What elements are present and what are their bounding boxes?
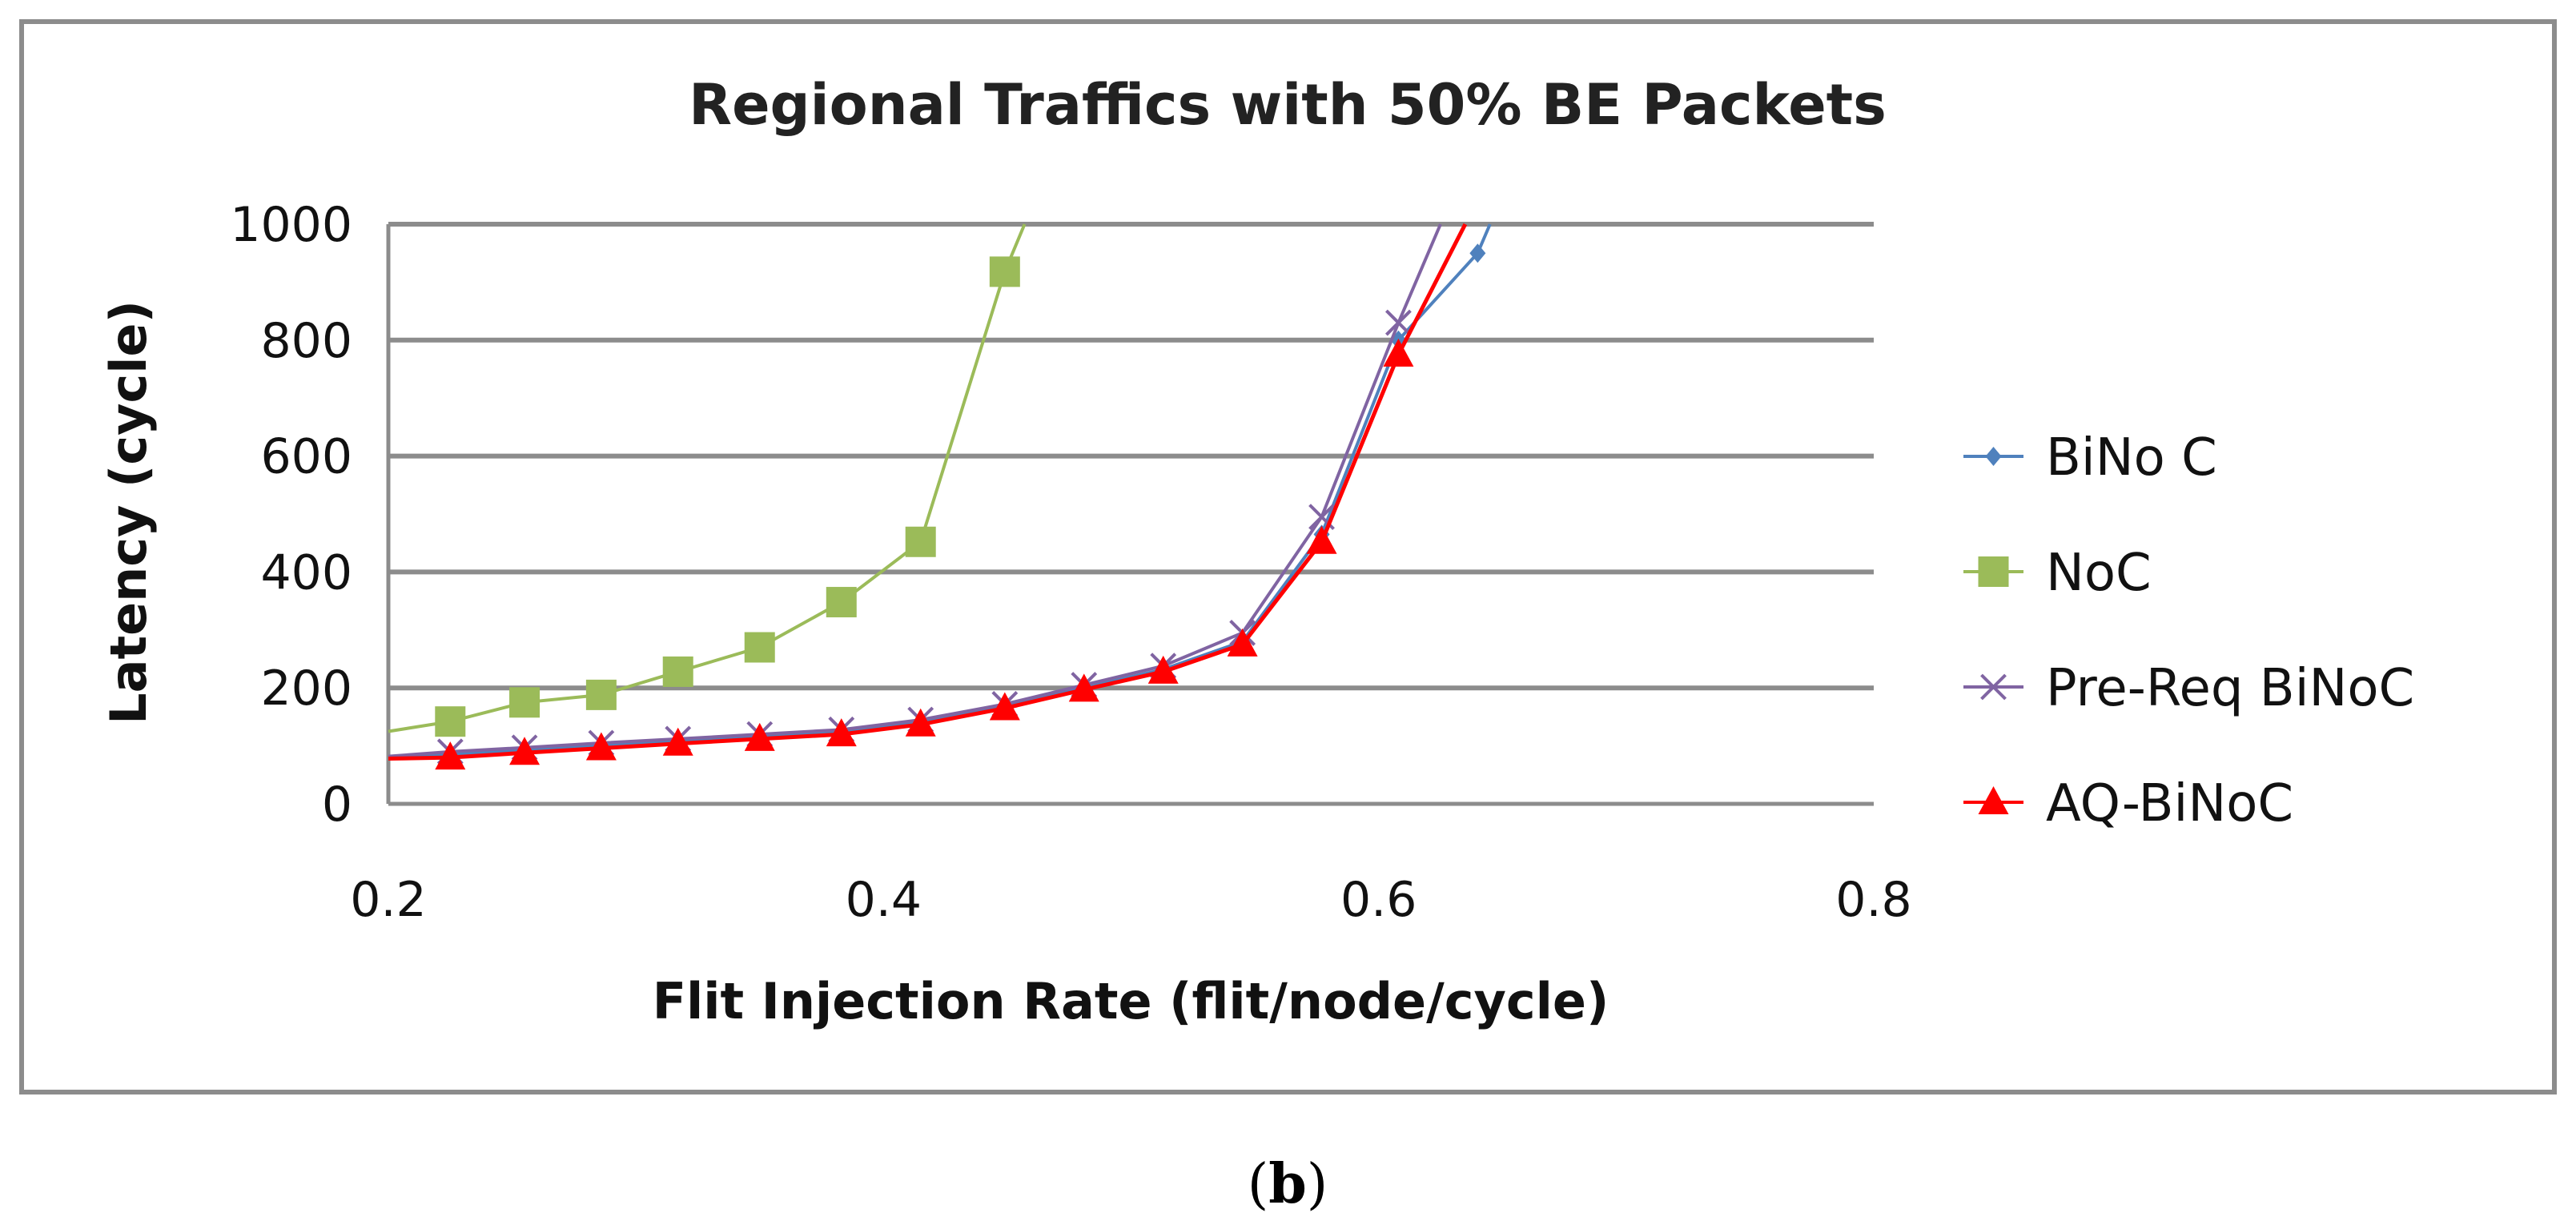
legend: BiNo C NoC Pre-Req BiNoC AQ-BiNoC	[1963, 428, 2414, 833]
series-1-point-4	[662, 656, 693, 687]
series-1-point-5	[744, 632, 775, 663]
legend-label-3: AQ-BiNoC	[2046, 774, 2293, 833]
chart-frame	[19, 19, 2557, 1094]
series-1-point-8	[989, 256, 1020, 287]
series-3-point-7	[905, 708, 936, 737]
legend-label-1: NoC	[2046, 544, 2152, 603]
legend-label-0: BiNo C	[2046, 428, 2217, 488]
legend-marker-2-stroke-b	[1980, 673, 2007, 701]
series-1-point-7	[905, 526, 936, 557]
x-tick-labels: 0.2 0.4 0.6 0.8	[350, 872, 1911, 928]
series-3-point-2	[509, 737, 541, 765]
series-3-point-3	[585, 732, 617, 761]
legend-item-3: AQ-BiNoC	[1963, 774, 2293, 833]
legend-marker-2	[1980, 673, 2007, 701]
y-tick-label-400: 400	[260, 544, 352, 600]
series-3-point-4	[662, 727, 693, 756]
y-tick-label-200: 200	[260, 661, 352, 717]
x-tick-label-0.6: 0.6	[1340, 872, 1417, 928]
series-3-point-6	[826, 718, 857, 747]
series-line-1	[388, 223, 1027, 733]
x-tick-label-0.8: 0.8	[1835, 872, 1911, 928]
y-tick-label-1000: 1000	[230, 197, 352, 253]
series-2-point-12-stroke-b	[1308, 504, 1335, 531]
legend-item-2: Pre-Req BiNoC	[1963, 659, 2414, 718]
series-1-point-3	[585, 679, 617, 710]
series-3-point-5	[744, 722, 775, 751]
series-3-point-9	[1068, 673, 1099, 702]
series-3-point-13	[1383, 338, 1414, 367]
axes	[386, 224, 1874, 806]
chart-title: Regional Traffics with 50% BE Packets	[689, 72, 1887, 138]
series-lines	[388, 223, 1492, 770]
legend-marker-1	[1978, 556, 2009, 587]
gridlines	[388, 222, 1874, 691]
series-3	[388, 223, 1468, 770]
series-2-point-13-stroke-b	[1384, 309, 1412, 336]
caption-letter: b	[1268, 1152, 1307, 1216]
series-3-point-10	[1147, 655, 1179, 684]
caption-close-paren: )	[1307, 1153, 1328, 1216]
x-tick-label-0.2: 0.2	[350, 872, 426, 928]
series-3-point-12	[1306, 525, 1337, 554]
y-tick-labels: 0 200 400 600 800 1000	[230, 197, 352, 833]
caption-open-paren: (	[1248, 1153, 1269, 1216]
series-3-point-11	[1227, 628, 1258, 657]
legend-marker-0	[1985, 447, 2002, 466]
y-tick-label-600: 600	[260, 429, 352, 485]
series-3-point-1	[435, 741, 466, 770]
series-1	[388, 223, 1027, 737]
y-axis-label: Latency (cycle)	[99, 300, 158, 725]
legend-item-1: NoC	[1963, 544, 2152, 603]
y-tick-label-0: 0	[322, 777, 352, 833]
series-3-point-8	[989, 692, 1020, 721]
y-tick-label-800: 800	[260, 313, 352, 369]
series-1-point-2	[509, 687, 541, 718]
series-0-point-14	[1469, 243, 1486, 263]
series-1-point-1	[435, 706, 466, 737]
x-tick-label-0.4: 0.4	[846, 872, 922, 928]
legend-marker-3	[1978, 786, 2009, 814]
x-axis-label: Flit Injection Rate (flit/node/cycle)	[653, 972, 1609, 1030]
figure-caption: (b)	[1248, 1152, 1328, 1216]
legend-label-2: Pre-Req BiNoC	[2046, 659, 2414, 718]
legend-item-0: BiNo C	[1963, 428, 2217, 488]
series-2-point-13	[1384, 309, 1412, 336]
series-1-point-6	[826, 587, 857, 618]
